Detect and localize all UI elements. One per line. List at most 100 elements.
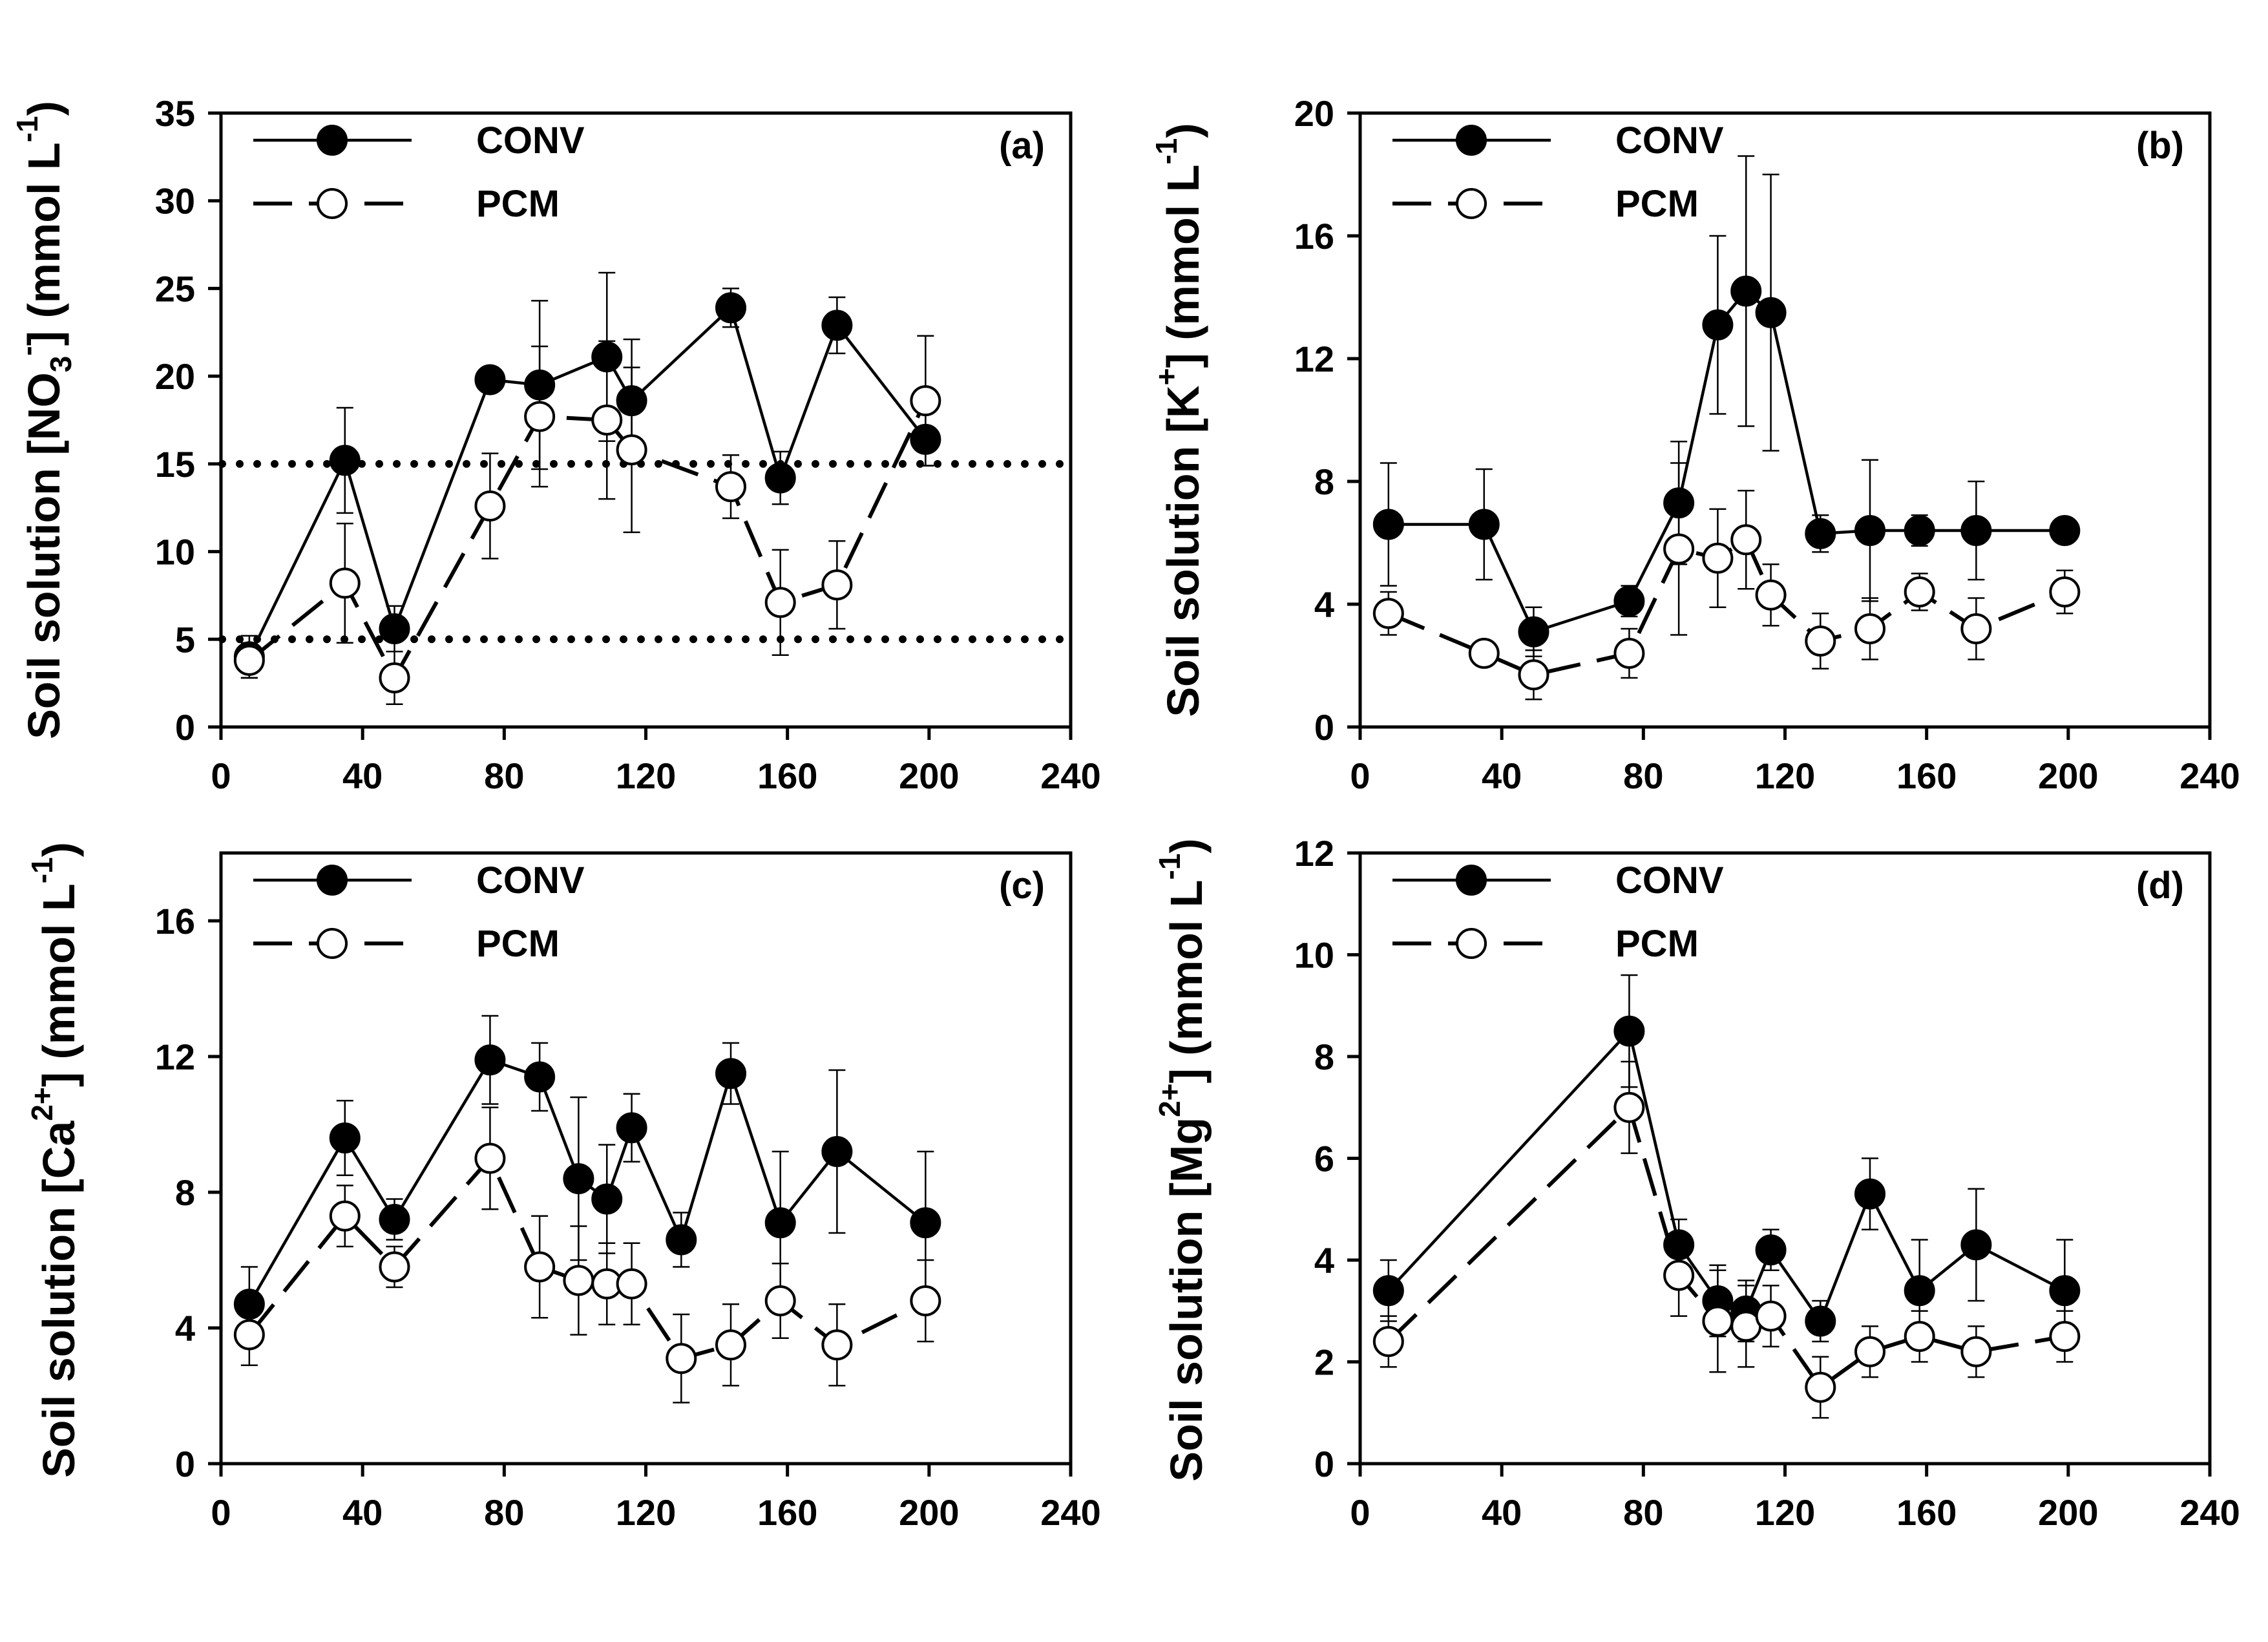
data-point <box>1960 1229 1992 1261</box>
data-point <box>524 1061 556 1093</box>
x-tick-label: 120 <box>616 755 676 796</box>
x-tick-label: 200 <box>2038 755 2098 796</box>
data-point <box>1755 579 1787 611</box>
data-point <box>1518 659 1549 691</box>
y-tick-label: 35 <box>155 93 195 134</box>
data-point <box>1613 1091 1645 1123</box>
legend-marker <box>1456 865 1487 896</box>
legend-marker <box>317 125 348 156</box>
data-point <box>1663 1259 1695 1291</box>
legend-label: CONV <box>1615 859 1724 901</box>
x-tick-label: 200 <box>899 755 959 796</box>
data-point <box>474 1142 506 1174</box>
x-tick-label: 120 <box>616 1492 676 1533</box>
data-point <box>666 1224 697 1256</box>
data-point <box>329 1122 361 1153</box>
panel-label: (a) <box>999 125 1045 167</box>
y-axis-title: Soil solution [NO3-] (mmol L-1) <box>10 101 78 739</box>
legend: CONV PCM <box>253 859 585 965</box>
data-point <box>233 644 265 676</box>
y-tick-label: 0 <box>1314 707 1334 748</box>
data-point <box>715 1329 746 1361</box>
panel-d: 0 40 80 120 160 200 240 0 2 4 6 8 10 12 Soil solution … <box>1153 833 2240 1533</box>
data-point <box>1904 515 1935 546</box>
x-tick-label: 240 <box>1040 1492 1100 1533</box>
data-point <box>1904 1275 1935 1307</box>
y-tick-label: 10 <box>1294 935 1334 976</box>
data-point <box>1854 1178 1885 1210</box>
data-point <box>1518 616 1549 647</box>
x-tick-label: 200 <box>2038 1492 2098 1533</box>
data-point <box>474 364 506 395</box>
y-tick-label: 4 <box>1314 1240 1334 1281</box>
y-tick-label: 25 <box>155 268 195 309</box>
x-tick-label: 120 <box>1755 1492 1815 1533</box>
data-point <box>2049 576 2081 607</box>
data-point <box>1663 533 1695 565</box>
x-tick-label: 0 <box>1350 1492 1370 1533</box>
y-tick-label: 12 <box>1294 339 1334 379</box>
data-point <box>329 1200 361 1232</box>
data-point <box>379 1251 410 1283</box>
data-point <box>1805 1305 1836 1337</box>
data-point <box>474 1044 506 1076</box>
series-conv <box>233 1015 941 1343</box>
data-point <box>1904 1321 1935 1353</box>
x-tick-label: 120 <box>1755 755 1815 796</box>
x-tick-label: 0 <box>1350 755 1370 796</box>
x-tick-label: 240 <box>2179 1492 2240 1533</box>
legend-label: CONV <box>476 859 585 901</box>
data-point <box>1613 585 1645 617</box>
data-point <box>1468 509 1500 540</box>
y-tick-label: 5 <box>175 619 195 660</box>
data-point <box>1613 638 1645 669</box>
x-tick-label: 160 <box>1896 755 1957 796</box>
legend: CONV PCM <box>1392 859 1724 965</box>
y-tick-label: 16 <box>155 901 195 942</box>
y-tick-label: 2 <box>1314 1342 1334 1383</box>
y-axis-title: Soil solution [Ca2+] (mmol L-1) <box>25 842 84 1478</box>
data-point <box>1702 1305 1734 1337</box>
data-point <box>329 567 361 599</box>
data-point <box>524 1251 556 1283</box>
data-point <box>474 490 506 521</box>
y-tick-label: 4 <box>1314 584 1334 625</box>
panel-c: 0 40 80 120 160 200 240 0 4 8 12 16 Soil solution [C… <box>25 842 1101 1533</box>
data-point <box>2049 1275 2081 1307</box>
legend-marker <box>317 928 348 959</box>
data-point <box>910 1207 941 1239</box>
y-tick-label: 8 <box>1314 461 1334 502</box>
legend-marker <box>1456 188 1487 219</box>
series-pcm <box>1372 462 2081 700</box>
data-point <box>1730 275 1762 307</box>
data-point <box>910 1285 941 1316</box>
data-point <box>616 1112 647 1144</box>
data-point <box>1854 515 1885 546</box>
y-tick-label: 20 <box>1294 93 1334 134</box>
x-tick-label: 160 <box>757 755 817 796</box>
data-point <box>591 405 623 436</box>
data-point <box>821 569 853 601</box>
y-tick-label: 15 <box>155 444 195 485</box>
data-point <box>1755 1234 1787 1266</box>
data-point <box>764 462 796 494</box>
data-point <box>379 1204 410 1235</box>
data-point <box>1372 509 1404 540</box>
data-point <box>2049 515 2081 546</box>
series-pcm <box>1372 1060 2081 1419</box>
data-point <box>764 1207 796 1239</box>
data-point <box>233 1319 265 1351</box>
data-point <box>764 1285 796 1316</box>
series-line <box>1387 1027 2066 1325</box>
legend-marker <box>317 865 348 896</box>
data-point <box>616 434 647 466</box>
legend-label: CONV <box>476 120 585 162</box>
panel-label: (c) <box>999 865 1045 907</box>
y-tick-label: 30 <box>155 181 195 222</box>
data-point <box>764 587 796 618</box>
y-tick-label: 0 <box>175 707 195 748</box>
plot-frame <box>1358 111 2212 729</box>
series-pcm <box>233 335 941 705</box>
data-point <box>1805 626 1836 657</box>
x-tick-label: 40 <box>1482 1492 1522 1533</box>
